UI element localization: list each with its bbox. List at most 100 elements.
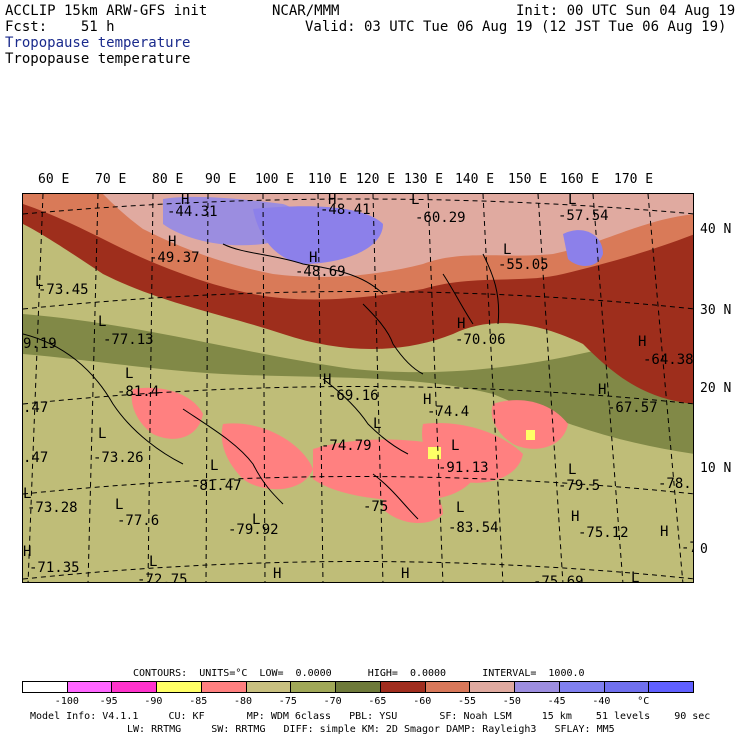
colorbar-swatch	[157, 682, 202, 692]
temperature-value-label: -81.4	[117, 384, 160, 400]
longitude-label: 60 E	[38, 172, 70, 187]
low-marker: L	[252, 512, 261, 528]
latitude-label: 30 N	[700, 303, 732, 318]
colorbar-label: -100	[54, 696, 79, 707]
temperature-value-label: -55.05	[498, 257, 549, 273]
colorbar-swatch	[67, 682, 113, 692]
init-time: Init: 00 UTC Sun 04 Aug 19	[516, 3, 736, 19]
temperature-value-label: -73.26	[93, 450, 144, 466]
colorbar-label: -55	[458, 696, 477, 707]
colorbar-swatch	[246, 682, 292, 692]
latitude-label: 40 N	[700, 222, 732, 237]
longitude-label: 70 E	[95, 172, 127, 187]
temperature-value-label: -83.54	[448, 520, 499, 536]
colorbar-label: -95	[99, 696, 118, 707]
colorbar-label: -75	[278, 696, 297, 707]
contours-info: CONTOURS: UNITS=°C LOW= 0.0000 HIGH= 0.0…	[133, 668, 585, 679]
colorbar-swatch	[201, 682, 247, 692]
model-physics: LW: RRTMG SW: RRTMG DIFF: simple KM: 2D …	[127, 724, 615, 735]
temperature-value-label: -57.54	[558, 208, 609, 224]
colorbar-label: -70	[323, 696, 342, 707]
colorbar-swatch	[515, 682, 560, 692]
low-marker: L	[35, 274, 44, 290]
low-marker: L	[451, 438, 460, 454]
colorbar-swatch	[112, 682, 158, 692]
longitude-label: 90 E	[205, 172, 237, 187]
low-marker: L	[631, 570, 640, 583]
temperature-value-label: -73.28	[27, 500, 78, 516]
temperature-value-label: -77.6	[117, 513, 160, 529]
model-title: ACCLIP 15km ARW-GFS init	[5, 3, 208, 19]
longitude-label: 80 E	[152, 172, 184, 187]
colorbar-label: -50	[502, 696, 521, 707]
low-marker: L	[568, 462, 577, 478]
valid-time: Valid: 03 UTC Tue 06 Aug 19 (12 JST Tue …	[305, 19, 727, 35]
colorbar-swatch	[559, 682, 605, 692]
high-marker: H	[181, 193, 190, 208]
latitude-label: 20 N	[700, 381, 732, 396]
temperature-value-label: -78.1	[658, 476, 693, 492]
high-marker: H	[598, 382, 607, 398]
temperature-value-label: -49.37	[149, 250, 200, 266]
temperature-value-label: -72.75	[137, 572, 188, 583]
temperature-value-label: -74.79	[321, 438, 372, 454]
colorbar	[22, 681, 694, 693]
colorbar-label: -90	[144, 696, 163, 707]
low-marker: L	[23, 486, 32, 502]
tropopause-temperature-map: H -44.31 H -48.41 L -60.29 L -57.54 H -49.37 H -48.…	[22, 193, 694, 583]
colorbar-label: -65	[368, 696, 387, 707]
temperature-value-label: -79.92	[228, 522, 279, 538]
high-marker: H	[423, 392, 432, 408]
colorbar-label: -80	[234, 696, 253, 707]
colorbar-swatch	[23, 682, 68, 692]
longitude-label: 150 E	[508, 172, 548, 187]
temperature-value-label: -71.35	[29, 560, 80, 576]
high-marker: H	[23, 544, 32, 560]
colorbar-label: -60	[413, 696, 432, 707]
field-title-blue: Tropopause temperature	[5, 35, 191, 51]
temperature-value-label: -67.57	[607, 400, 658, 416]
latitude-label: 10 N	[700, 461, 732, 476]
temperature-value-label: -74.4	[427, 404, 470, 420]
high-marker: H	[328, 193, 337, 208]
low-marker: L	[411, 193, 420, 208]
model-info: Model Info: V4.1.1 CU: KF MP: WDM 6class…	[30, 711, 711, 722]
longitude-label: 110 E	[308, 172, 348, 187]
temperature-value-label: -70.06	[455, 332, 506, 348]
low-marker: L	[456, 500, 465, 516]
temperature-value-label: -81.47	[191, 478, 242, 494]
low-marker: L	[568, 193, 577, 208]
colorbar-label: -45	[547, 696, 566, 707]
field-title: Tropopause temperature	[5, 51, 191, 67]
low-marker: L	[149, 554, 158, 570]
temperature-value-label: -75	[363, 499, 389, 515]
colorbar-swatch	[425, 682, 471, 692]
high-marker: H	[273, 566, 282, 582]
forecast-hour: Fcst: 51 h	[5, 19, 115, 35]
temperature-value-label: -75.12	[578, 525, 629, 541]
longitude-label: 170 E	[614, 172, 654, 187]
temperature-value-label: -60.29	[415, 210, 466, 226]
longitude-label: 130 E	[404, 172, 444, 187]
temperature-value-label: -73.45	[38, 282, 89, 298]
colorbar-label: °C	[637, 696, 650, 707]
colorbar-swatch	[336, 682, 381, 692]
longitude-label: 140 E	[455, 172, 495, 187]
temperature-value-label: -77.13	[103, 332, 154, 348]
longitude-label: 160 E	[560, 172, 600, 187]
temperature-value-label: -64.38	[643, 352, 694, 368]
colorbar-label: -40	[592, 696, 611, 707]
map-fill	[23, 194, 693, 582]
temperature-value-label: -75.69	[533, 574, 584, 583]
colorbar-swatch	[649, 682, 694, 692]
latitude-label: 0	[700, 542, 708, 557]
temperature-value-label: -75	[681, 540, 693, 556]
high-marker: H	[638, 334, 647, 350]
low-marker: L	[210, 458, 219, 474]
colorbar-swatch	[470, 682, 516, 692]
temperature-value-label: .47	[23, 400, 49, 416]
temperature-value-label: -48.41	[320, 202, 371, 218]
low-marker: L	[98, 314, 107, 330]
high-marker: H	[168, 234, 177, 250]
colorbar-swatch	[604, 682, 650, 692]
